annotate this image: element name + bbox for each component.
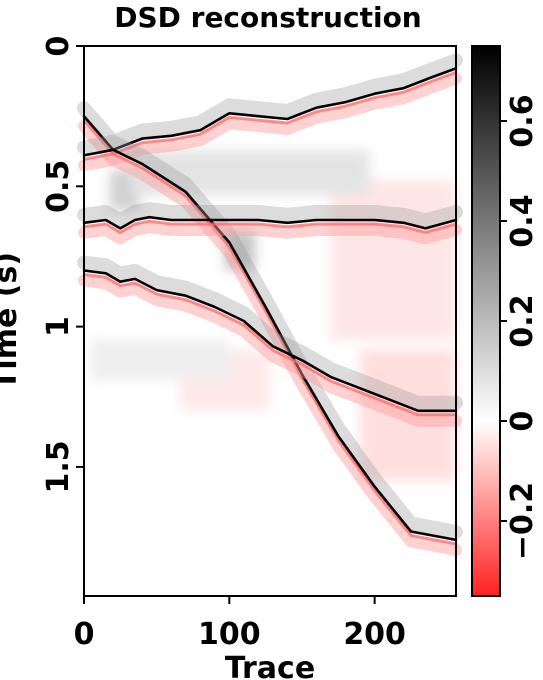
event-halo: [78, 274, 462, 427]
y-tick-label: 0.5: [41, 160, 76, 213]
colorbar-tick-label: −0.2: [505, 482, 540, 560]
event-halo: [78, 153, 462, 556]
reflection-event: [77, 202, 463, 245]
colorbar-tick-label: 0.2: [505, 294, 540, 347]
event-shadow: [77, 134, 463, 539]
x-tick-label: 0: [74, 617, 95, 652]
event-red-lobe: [83, 273, 456, 417]
y-tick-label: 1.5: [41, 440, 76, 493]
event-halo: [78, 72, 462, 166]
colorbar-tick-label: 0.4: [505, 194, 540, 247]
event-core: [82, 215, 458, 230]
event-red-lobe: [83, 219, 457, 234]
y-axis: 0 0.5 1 1.5: [41, 36, 84, 493]
reflection-event: [77, 53, 463, 166]
shade-patch: [90, 340, 230, 380]
event-core: [82, 67, 458, 152]
colorbar-tick-label: 0: [505, 411, 540, 432]
reflection-events: [77, 53, 463, 556]
y-axis-label: Time (s): [0, 252, 24, 390]
event-core: [82, 269, 458, 413]
event-halo: [78, 221, 462, 245]
y-tick-label: 1: [41, 316, 76, 337]
colorbar-ramp: [471, 45, 501, 597]
reflection-event: [77, 134, 463, 556]
colorbar: −0.2 0 0.2 0.4 0.6: [471, 45, 540, 597]
event-red-lobe: [83, 152, 457, 546]
event-shadow: [77, 53, 463, 149]
plot-area: [77, 45, 463, 597]
event-core: [82, 148, 458, 542]
y-tick-label: 0: [41, 36, 76, 57]
plot-frame: [83, 45, 457, 597]
event-shadow: [77, 202, 463, 228]
event-shadow: [77, 255, 463, 410]
shade-patch: [330, 180, 456, 340]
x-tick-label: 100: [198, 617, 261, 652]
x-tick-label: 200: [343, 617, 406, 652]
colorbar-tick-label: 0.6: [505, 94, 540, 147]
colorbar-ticks: −0.2 0 0.2 0.4 0.6: [500, 94, 540, 560]
x-axis: 0 100 200: [74, 596, 406, 652]
event-red-lobe: [82, 70, 457, 156]
x-axis-label: Trace: [225, 651, 315, 680]
reflection-event: [77, 255, 463, 427]
chart-title: DSD reconstruction: [114, 1, 422, 34]
